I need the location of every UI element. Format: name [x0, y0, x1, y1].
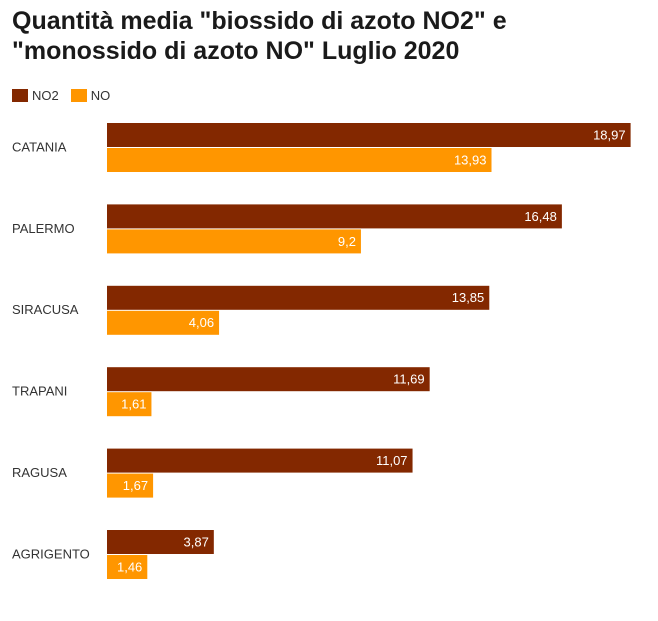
bar-no2	[107, 123, 631, 147]
legend-label-no: NO	[90, 88, 111, 103]
chart-title: Quantità media "biossido di azoto NO2" e…	[12, 7, 507, 65]
legend: NO2 NO	[12, 88, 122, 103]
legend-swatch-no	[70, 89, 87, 102]
value-label-no: 1,46	[117, 559, 142, 574]
bar-no2	[107, 530, 214, 554]
category-label: PALERMO	[12, 221, 75, 236]
category-label: CATANIA	[12, 139, 67, 154]
category-group-siracusa: SIRACUSA 13,85 4,06	[12, 285, 490, 335]
bar-no	[107, 310, 220, 335]
legend-item-no: NO	[70, 88, 111, 103]
category-group-palermo: PALERMO 16,48 9,2	[12, 204, 562, 254]
bar-no	[107, 473, 154, 498]
category-label: AGRIGENTO	[12, 546, 90, 561]
bar-no2	[107, 448, 413, 473]
value-label-no: 13,93	[454, 152, 487, 167]
category-label: SIRACUSA	[12, 302, 79, 317]
value-label-no: 9,2	[338, 234, 356, 249]
bar-no	[107, 229, 361, 254]
value-label-no2: 16,48	[524, 209, 557, 224]
value-label-no: 1,61	[121, 397, 146, 412]
bar-no2	[107, 285, 490, 310]
category-label: TRAPANI	[12, 384, 67, 399]
category-group-trapani: TRAPANI 11,69 1,61	[12, 367, 430, 417]
value-label-no2: 18,97	[593, 127, 626, 142]
value-label-no: 1,67	[123, 478, 148, 493]
value-label-no2: 3,87	[184, 534, 209, 549]
legend-label-no2: NO2	[32, 88, 59, 103]
bar-no	[107, 148, 492, 172]
bar-no	[107, 392, 152, 417]
category-group-catania: CATANIA 18,97 13,93	[12, 123, 631, 172]
value-label-no: 4,06	[189, 315, 214, 330]
bar-no2	[107, 367, 430, 392]
value-label-no2: 13,85	[452, 290, 485, 305]
category-group-agrigento: AGRIGENTO 3,87 1,46	[12, 530, 214, 579]
bar-no	[107, 555, 148, 579]
value-label-no2: 11,07	[376, 453, 408, 468]
bar-no2	[107, 204, 562, 229]
category-group-ragusa: RAGUSA 11,07 1,67	[12, 448, 413, 498]
legend-swatch-no2	[12, 89, 28, 102]
value-label-no2: 11,69	[393, 372, 425, 387]
category-label: RAGUSA	[12, 465, 67, 480]
legend-item-no2: NO2	[12, 88, 59, 103]
